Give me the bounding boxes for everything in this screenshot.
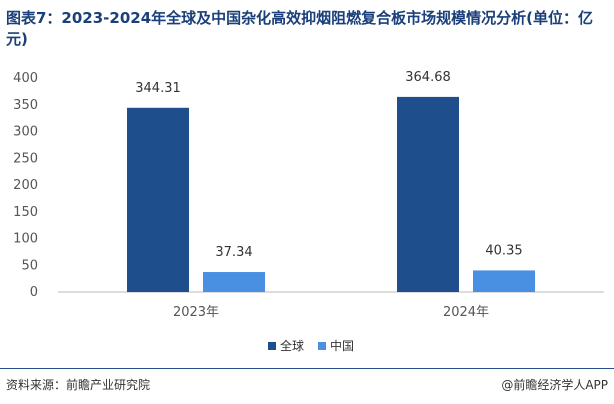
chart-title: 图表7：2023-2024年全球及中国杂化高效抑烟阻燃复合板市场规模情况分析(单… bbox=[6, 9, 594, 48]
y-tick-label: 200 bbox=[13, 178, 38, 193]
y-tick-label: 100 bbox=[13, 232, 38, 247]
legend-label-global: 全球 bbox=[280, 339, 305, 353]
x-tick-label: 2024年 bbox=[443, 305, 489, 320]
legend-label-china: 中国 bbox=[330, 339, 355, 353]
data-label: 40.35 bbox=[485, 243, 522, 258]
data-label: 37.34 bbox=[215, 245, 252, 260]
bar-china-1 bbox=[473, 270, 535, 292]
y-tick-label: 350 bbox=[13, 98, 38, 113]
legend-swatch-global bbox=[268, 341, 276, 350]
brand-credit: @前瞻经济学人APP bbox=[501, 378, 608, 392]
bar-global-0 bbox=[127, 107, 189, 292]
bars: 344.31 37.34 364.68 40.35 bbox=[127, 70, 535, 292]
x-tick-label: 2023年 bbox=[173, 305, 219, 320]
footer-divider bbox=[0, 368, 614, 369]
bar-china-0 bbox=[203, 272, 265, 292]
legend-item-global: 全球 bbox=[268, 337, 304, 354]
y-tick-label: 50 bbox=[21, 258, 38, 273]
source-note: 资料来源：前瞻产业研究院 bbox=[6, 378, 151, 392]
bar-global-1 bbox=[397, 96, 459, 292]
y-tick-label: 0 bbox=[30, 285, 38, 300]
legend: 全球 中国 bbox=[268, 337, 354, 354]
legend-item-china: 中国 bbox=[318, 337, 354, 354]
y-tick-label: 250 bbox=[13, 151, 38, 166]
y-tick-label: 300 bbox=[13, 125, 38, 140]
x-axis-labels: 2023年 2024年 bbox=[173, 305, 489, 320]
y-tick-label: 150 bbox=[13, 205, 38, 220]
data-label: 364.68 bbox=[405, 70, 451, 85]
legend-swatch-china bbox=[318, 341, 327, 350]
y-tick-label: 400 bbox=[13, 71, 38, 86]
y-axis: 0 50 100 150 200 250 300 350 400 bbox=[13, 71, 38, 300]
data-label: 344.31 bbox=[135, 81, 181, 96]
